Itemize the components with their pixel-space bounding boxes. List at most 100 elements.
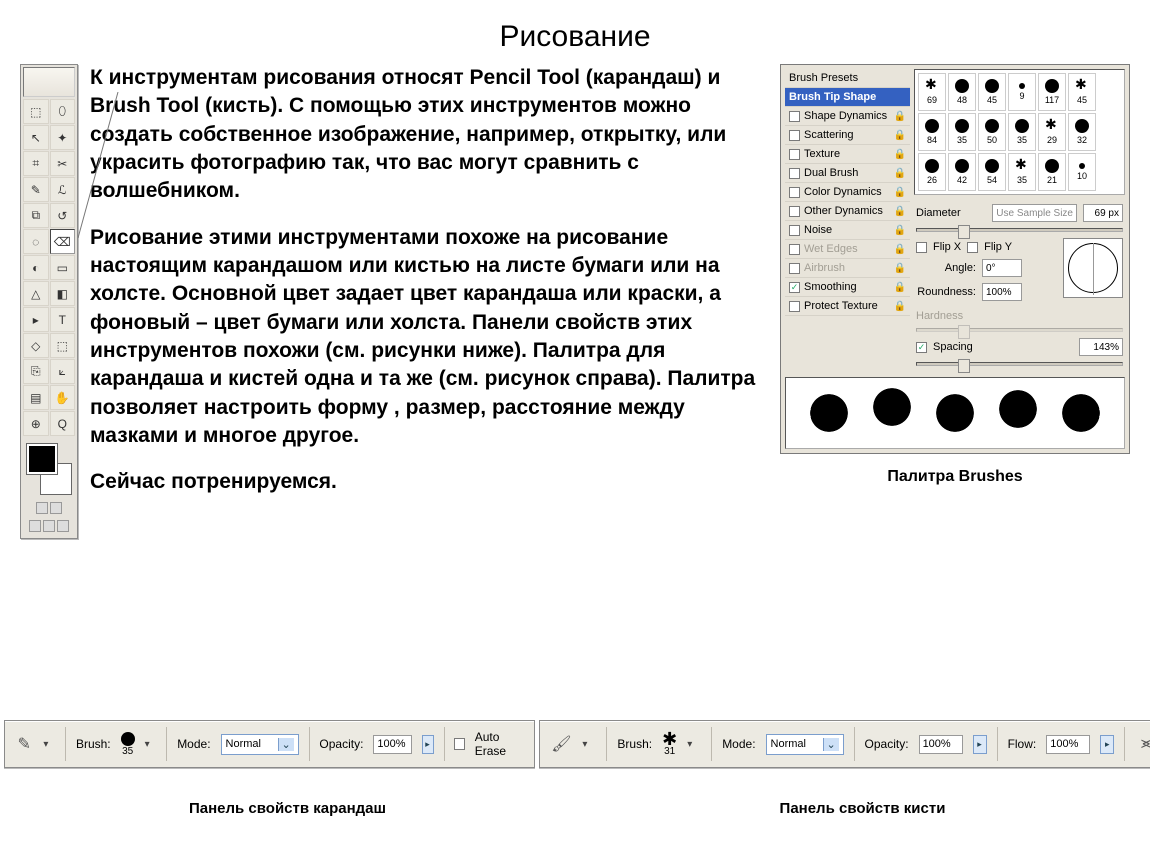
opacity-arrow-icon[interactable]: ▸ [422, 735, 434, 754]
brush-thumbnails-grid[interactable]: 694845911745843550352932264254352110 [914, 69, 1125, 195]
brush-thumbnail[interactable]: 117 [1038, 73, 1066, 111]
opacity-value[interactable]: 100% [919, 735, 963, 754]
toolbox-tool[interactable]: ▭ [50, 255, 76, 280]
brush-option-row[interactable]: Smoothing🔒 [785, 278, 910, 297]
tool-preset-dropdown-icon[interactable]: ▾ [582, 739, 596, 750]
option-checkbox[interactable] [789, 149, 800, 160]
flow-value[interactable]: 100% [1046, 735, 1090, 754]
flipy-checkbox[interactable] [967, 242, 978, 253]
toolbox-tool[interactable]: ⌫ [50, 229, 76, 254]
toolbox-tool[interactable]: ⬯ [50, 99, 76, 124]
brush-option-row[interactable]: Texture🔒 [785, 145, 910, 164]
option-checkbox[interactable] [789, 111, 800, 122]
brush-option-row[interactable]: Other Dynamics🔒 [785, 202, 910, 221]
brush-thumbnail[interactable]: 35 [1008, 113, 1036, 151]
toolbox-tool[interactable]: ✦ [50, 125, 76, 150]
toolbox-tool[interactable]: △ [23, 281, 49, 306]
brush-thumbnail[interactable]: 35 [1008, 153, 1036, 191]
angle-value[interactable]: 0° [982, 259, 1022, 277]
angle-widget[interactable] [1063, 238, 1123, 298]
option-checkbox[interactable] [789, 301, 800, 312]
option-checkbox[interactable] [789, 206, 800, 217]
brush-tool-icon[interactable]: 🖌 [550, 733, 572, 755]
brush-thumbnail[interactable]: 9 [1008, 73, 1036, 111]
toolbox-tool[interactable]: ⎘ [23, 359, 49, 384]
brush-thumbnail[interactable]: 26 [918, 153, 946, 191]
option-checkbox[interactable] [789, 168, 800, 179]
mode-select[interactable]: Normal⌄ [221, 734, 299, 755]
toolbox-tool[interactable]: ◧ [50, 281, 76, 306]
toolbox-tool[interactable]: ✋ [50, 385, 76, 410]
brush-option-row[interactable]: Shape Dynamics🔒 [785, 107, 910, 126]
brush-thumbnail[interactable]: 35 [948, 113, 976, 151]
toolbox-tool[interactable]: ↖ [23, 125, 49, 150]
spacing-value[interactable]: 143% [1079, 338, 1123, 356]
brush-option-row[interactable]: Noise🔒 [785, 221, 910, 240]
diameter-slider[interactable] [916, 228, 1123, 232]
brush-preset-picker[interactable]: 35 [121, 732, 135, 757]
brush-thumbnail[interactable]: 42 [948, 153, 976, 191]
brush-option-row[interactable]: Protect Texture🔒 [785, 297, 910, 316]
standard-mode-icon[interactable] [36, 502, 48, 514]
toolbox-tool[interactable]: ✂ [50, 151, 76, 176]
screen-mode-3-icon[interactable] [57, 520, 69, 532]
quickmask-mode-icon[interactable] [50, 502, 62, 514]
brush-preset-picker[interactable]: ✱ 31 [662, 732, 677, 757]
brush-thumbnail[interactable]: 45 [1068, 73, 1096, 111]
diameter-value[interactable]: 69 px [1083, 204, 1123, 222]
toolbox-tool[interactable]: ⬚ [50, 333, 76, 358]
toolbox-tool[interactable]: ◌ [23, 229, 49, 254]
toolbox-tool[interactable]: ⧉ [23, 203, 49, 228]
opacity-arrow-icon[interactable]: ▸ [973, 735, 987, 754]
toolbox-tool[interactable]: ◇ [23, 333, 49, 358]
toolbox-tool[interactable]: ◐ [23, 255, 49, 280]
toolbox-tool[interactable]: ⌗ [23, 151, 49, 176]
airbrush-icon[interactable]: ⪤ [1135, 733, 1150, 755]
auto-erase-checkbox[interactable] [454, 738, 464, 750]
toolbox-tool[interactable]: ⊕ [23, 411, 49, 436]
mode-select[interactable]: Normal⌄ [766, 734, 844, 755]
brush-thumbnail[interactable]: 50 [978, 113, 1006, 151]
option-checkbox[interactable] [789, 225, 800, 236]
brush-thumbnail[interactable]: 45 [978, 73, 1006, 111]
roundness-value[interactable]: 100% [982, 283, 1022, 301]
flipx-checkbox[interactable] [916, 242, 927, 253]
toolbox-tool[interactable]: ✎ [23, 177, 49, 202]
option-checkbox[interactable] [789, 130, 800, 141]
brush-thumbnail[interactable]: 29 [1038, 113, 1066, 151]
screen-mode-1-icon[interactable] [29, 520, 41, 532]
brush-dropdown-icon[interactable]: ▾ [145, 739, 157, 750]
toolbox-tool[interactable]: T [50, 307, 76, 332]
toolbox-tool[interactable]: Q [50, 411, 76, 436]
spacing-checkbox[interactable] [916, 342, 927, 353]
brush-thumbnail[interactable]: 21 [1038, 153, 1066, 191]
spacing-slider[interactable] [916, 362, 1123, 366]
pencil-tool-icon[interactable]: ✎ [15, 733, 33, 755]
brush-dropdown-icon[interactable]: ▾ [687, 739, 701, 750]
color-swatches[interactable] [25, 442, 73, 496]
flow-arrow-icon[interactable]: ▸ [1100, 735, 1114, 754]
brush-option-row[interactable]: Color Dynamics🔒 [785, 183, 910, 202]
toolbox-tool[interactable]: ⟀ [50, 359, 76, 384]
brush-thumbnail[interactable]: 84 [918, 113, 946, 151]
brush-option-row[interactable]: Dual Brush🔒 [785, 164, 910, 183]
brush-option-row[interactable]: Scattering🔒 [785, 126, 910, 145]
screen-mode-2-icon[interactable] [43, 520, 55, 532]
option-checkbox[interactable] [789, 187, 800, 198]
brush-thumbnail[interactable]: 32 [1068, 113, 1096, 151]
foreground-color-swatch[interactable] [27, 444, 57, 474]
tool-preset-dropdown-icon[interactable]: ▾ [43, 739, 55, 750]
toolbox-tool[interactable]: ↺ [50, 203, 76, 228]
brush-option-row[interactable]: Brush Presets [785, 69, 910, 88]
brush-thumbnail[interactable]: 10 [1068, 153, 1096, 191]
toolbox-tool[interactable]: ⬚ [23, 99, 49, 124]
brush-thumbnail[interactable]: 48 [948, 73, 976, 111]
use-sample-size-button[interactable]: Use Sample Size [992, 204, 1077, 222]
toolbox-tool[interactable]: ▤ [23, 385, 49, 410]
toolbox-tool[interactable]: ▸ [23, 307, 49, 332]
toolbox-tool[interactable]: ℒ [50, 177, 76, 202]
option-checkbox[interactable] [789, 282, 800, 293]
brush-option-row[interactable]: Brush Tip Shape [785, 88, 910, 107]
opacity-value[interactable]: 100% [373, 735, 411, 754]
brush-thumbnail[interactable]: 69 [918, 73, 946, 111]
